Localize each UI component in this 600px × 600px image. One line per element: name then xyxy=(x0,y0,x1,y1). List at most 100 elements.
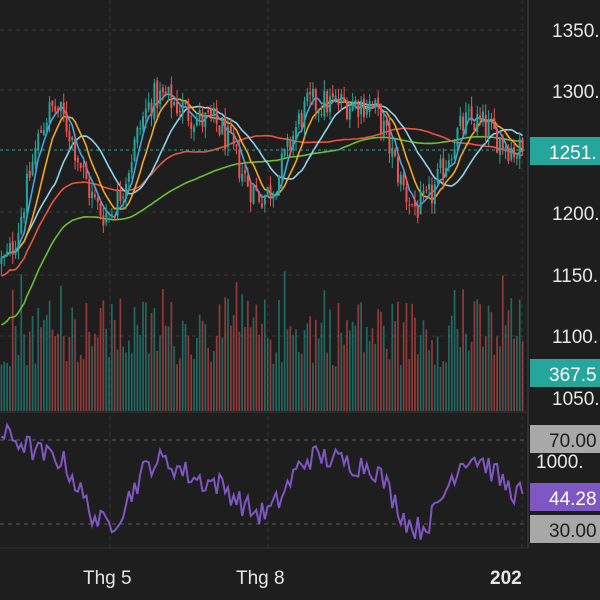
rsi-lower-badge: 30.00 xyxy=(530,515,600,543)
volume-bar xyxy=(232,315,235,412)
candle-body xyxy=(258,191,261,202)
candle-body xyxy=(218,125,221,135)
candle-body xyxy=(357,102,360,118)
x-label-thg5: Thg 5 xyxy=(83,568,132,589)
volume-bar xyxy=(130,353,133,412)
volume-bar xyxy=(190,354,193,412)
volume-bar xyxy=(408,358,411,412)
volume-bar xyxy=(34,363,37,412)
volume-bar xyxy=(261,323,263,412)
candle-body xyxy=(11,241,14,255)
volume-bar xyxy=(227,299,229,412)
rsi-upper-badge: 70.00 xyxy=(530,425,600,453)
volume-bar xyxy=(391,303,394,412)
candle-body xyxy=(42,129,45,136)
candle-body xyxy=(34,148,37,165)
volume-bar xyxy=(416,354,419,412)
volume-bar xyxy=(473,301,476,412)
candle-body xyxy=(14,248,17,255)
volume-bar xyxy=(377,309,379,412)
volume-bar xyxy=(476,299,479,412)
volume-bar xyxy=(414,317,416,412)
volume-bar xyxy=(77,362,79,412)
volume-bar xyxy=(94,333,96,412)
ma-line-120 xyxy=(1,135,523,326)
volume-bar xyxy=(462,289,464,412)
candle-body xyxy=(110,214,113,217)
volume-bar xyxy=(150,312,153,412)
volume-bar xyxy=(354,325,357,412)
volume-bar xyxy=(162,288,164,412)
volume-bar xyxy=(122,346,125,412)
volume-bar xyxy=(40,327,42,412)
rsi-lower-badge-text: 30.00 xyxy=(549,521,597,542)
candle-body xyxy=(91,191,94,199)
candle-body xyxy=(317,110,320,114)
volume-bar xyxy=(487,305,490,412)
candle-body xyxy=(212,107,215,116)
volume-bar xyxy=(198,314,201,412)
volume-bar xyxy=(312,362,314,412)
candle-body xyxy=(105,212,108,223)
volume-bar xyxy=(210,361,212,412)
rsi-upper-badge-text: 70.00 xyxy=(549,431,597,452)
candle-body xyxy=(54,106,57,112)
candle-body xyxy=(221,120,224,135)
time-gridlines xyxy=(109,0,523,548)
volume-bar xyxy=(0,364,3,412)
candle-body xyxy=(181,102,184,115)
candle-body xyxy=(48,102,51,123)
candle-body xyxy=(229,125,232,133)
candle-body xyxy=(59,101,62,112)
volume-bar xyxy=(348,330,351,412)
volume-bar xyxy=(482,346,484,412)
volume-bar xyxy=(297,352,300,412)
candle-body xyxy=(88,179,91,198)
volume-bar xyxy=(263,299,266,412)
candle-body xyxy=(385,119,388,126)
volume-bar xyxy=(125,352,127,412)
x-label-thg8: Thg 8 xyxy=(236,568,285,589)
volume-bar xyxy=(45,314,48,412)
candle-body xyxy=(173,102,176,106)
candle-body xyxy=(496,128,499,153)
candle-body xyxy=(252,185,255,204)
candle-body xyxy=(510,147,513,160)
volume-bar xyxy=(343,344,345,412)
candle-body xyxy=(436,169,439,183)
candle-body xyxy=(125,183,128,199)
candle-body xyxy=(82,165,85,168)
volume-bar xyxy=(397,301,399,412)
candle-body xyxy=(425,189,428,191)
candle-body xyxy=(193,126,196,133)
candle-body xyxy=(113,217,116,219)
candle-body xyxy=(328,96,331,113)
candle-body xyxy=(159,90,162,105)
volume-bar xyxy=(445,362,447,412)
volume-bar xyxy=(215,335,218,412)
volume-bar xyxy=(244,327,246,412)
candle-body xyxy=(326,91,329,113)
volume-bar xyxy=(513,338,515,412)
candle-body xyxy=(467,109,470,111)
candle-body xyxy=(365,109,368,115)
candle-body xyxy=(309,92,312,95)
candle-body xyxy=(3,255,6,257)
volume-bar xyxy=(6,362,8,412)
candle-body xyxy=(368,101,371,112)
candle-body xyxy=(23,212,26,219)
candle-body xyxy=(348,107,351,120)
candle-body xyxy=(119,190,122,202)
candle-body xyxy=(280,153,283,179)
candle-body xyxy=(360,100,363,115)
price-tick-1100: 1100. xyxy=(552,327,598,348)
volume-bar xyxy=(159,335,161,412)
candle-body xyxy=(433,184,436,205)
candle-body xyxy=(416,205,419,218)
volume-bar xyxy=(133,307,136,412)
candle-body xyxy=(255,185,258,191)
candle-body xyxy=(362,98,365,118)
candlesticks xyxy=(0,76,524,275)
